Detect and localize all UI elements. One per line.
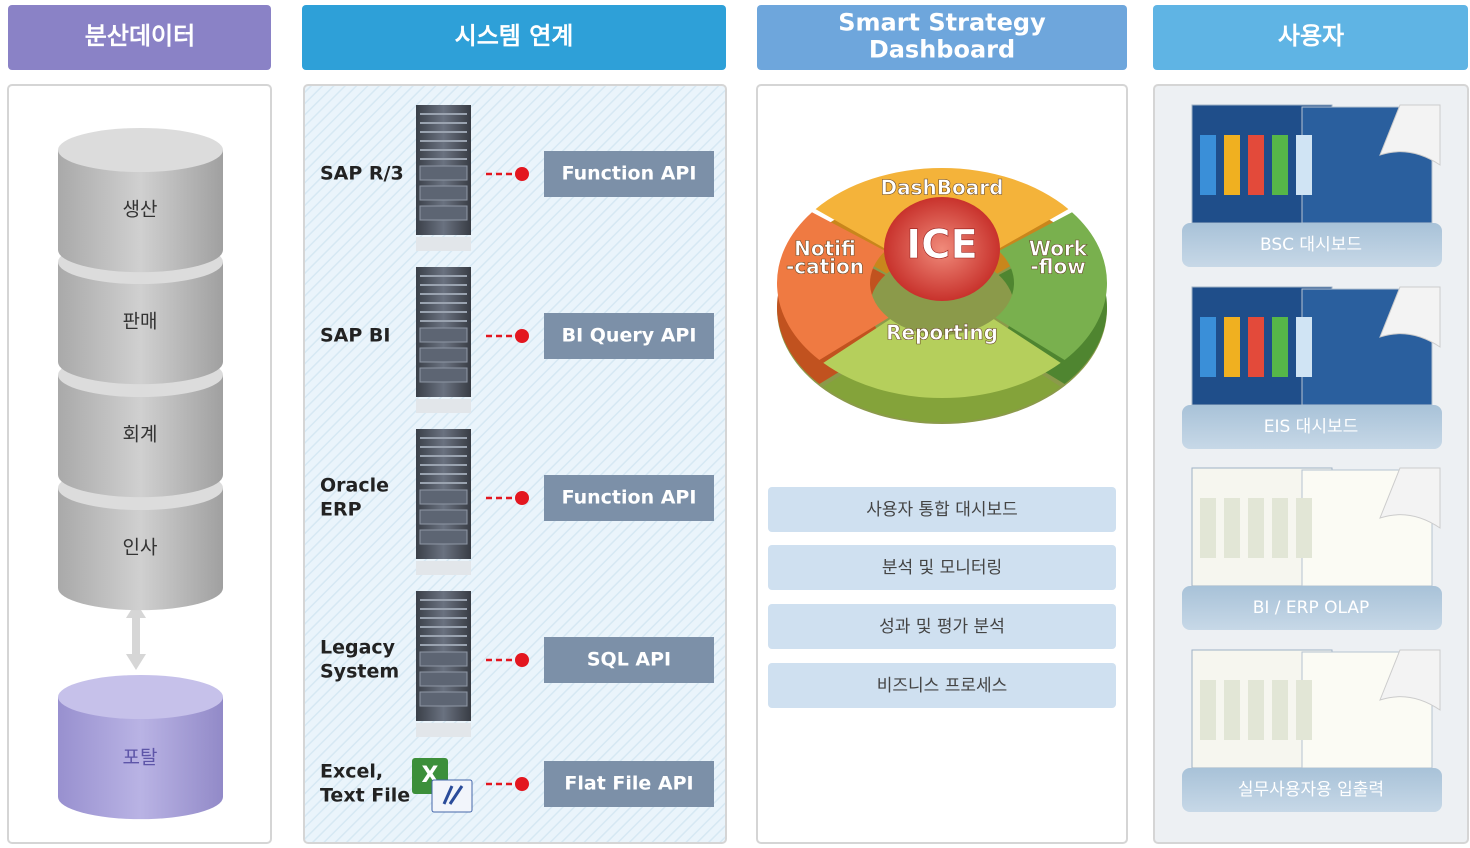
label: SAP R/3: [320, 163, 404, 185]
label: 인사: [123, 537, 158, 559]
screenshot-detail: [1224, 317, 1240, 377]
label: BSC 대시보드: [1260, 235, 1362, 255]
label: Function API: [562, 163, 697, 185]
label: EIS 대시보드: [1264, 417, 1359, 437]
label: 비즈니스 프로세스: [877, 676, 1008, 696]
screenshot-detail: [1272, 317, 1288, 377]
server-drive: [420, 206, 467, 220]
screenshot-detail: [1248, 498, 1264, 558]
label: Dashboard: [869, 36, 1015, 64]
server-drive: [420, 672, 467, 686]
screenshot-detail: [1200, 135, 1216, 195]
screenshot-detail: [1296, 680, 1312, 740]
cylinder-top: [58, 675, 223, 719]
label: SQL API: [587, 649, 671, 671]
label: 분석 및 모니터링: [882, 558, 1002, 578]
cylinder-top: [58, 128, 223, 172]
label: 포탈: [123, 747, 158, 769]
label: 판매: [123, 311, 158, 333]
server-drive: [420, 652, 467, 666]
screenshot-detail: [1224, 680, 1240, 740]
server-drive: [420, 368, 467, 382]
diagram: 분산데이터 시스템 연계 Smart StrategyDashboard 사용자인사 회…: [0, 0, 1470, 844]
server-shadow: [416, 237, 471, 251]
label: DashBoard: [881, 176, 1004, 200]
server-drive: [420, 692, 467, 706]
label: ICE: [906, 222, 978, 268]
screenshot-detail: [1272, 498, 1288, 558]
label: 생산: [123, 199, 158, 221]
screenshot-detail: [1272, 135, 1288, 195]
screenshot-detail: [1200, 680, 1216, 740]
label: SAP BI: [320, 325, 390, 347]
label: 시스템 연계: [455, 22, 574, 50]
label: Oracle: [320, 475, 389, 497]
label: ERP: [320, 499, 362, 521]
file-icon: [432, 780, 472, 812]
server-drive: [420, 510, 467, 524]
label: Smart Strategy: [838, 9, 1046, 37]
label: 회계: [123, 424, 158, 446]
label: 사용자: [1278, 22, 1344, 50]
label: 성과 및 평가 분석: [879, 617, 1005, 637]
screenshot-detail: [1296, 135, 1312, 195]
connector-dot: [515, 167, 529, 181]
label: 실무사용자용 입출력: [1238, 780, 1384, 800]
server-drive: [420, 348, 467, 362]
screenshot-detail: [1248, 317, 1264, 377]
screenshot-detail: [1200, 498, 1216, 558]
screenshot-detail: [1296, 317, 1312, 377]
label: Legacy: [320, 637, 396, 659]
screenshot-detail: [1248, 135, 1264, 195]
server-shadow: [416, 561, 471, 575]
server-drive: [420, 328, 467, 342]
label: -flow: [1030, 255, 1085, 279]
label: 사용자 통합 대시보드: [866, 500, 1018, 520]
screenshot-detail: [1296, 498, 1312, 558]
connector-dot: [515, 491, 529, 505]
label: Reporting: [886, 321, 998, 345]
label: Flat File API: [564, 773, 693, 795]
connector-dot: [515, 653, 529, 667]
label: Function API: [562, 487, 697, 509]
connector-dot: [515, 777, 529, 791]
server-shadow: [416, 723, 471, 737]
label: Excel,: [320, 761, 383, 783]
label: Text File: [320, 785, 410, 807]
server-drive: [420, 166, 467, 180]
server-shadow: [416, 399, 471, 413]
screenshot-detail: [1224, 498, 1240, 558]
label: 분산데이터: [85, 22, 195, 50]
panel: [304, 85, 726, 843]
label: System: [320, 661, 399, 683]
screenshot-detail: [1248, 680, 1264, 740]
screenshot-detail: [1272, 680, 1288, 740]
server-drive: [420, 490, 467, 504]
page: 분산데이터 시스템 연계 Smart StrategyDashboard 사용자인사 회…: [0, 0, 1470, 844]
label: BI / ERP OLAP: [1253, 598, 1370, 618]
server-drive: [420, 186, 467, 200]
label: BI Query API: [562, 325, 697, 347]
connector-dot: [515, 329, 529, 343]
server-drive: [420, 530, 467, 544]
screenshot-detail: [1224, 135, 1240, 195]
screenshot-detail: [1200, 317, 1216, 377]
label: -cation: [786, 255, 864, 279]
